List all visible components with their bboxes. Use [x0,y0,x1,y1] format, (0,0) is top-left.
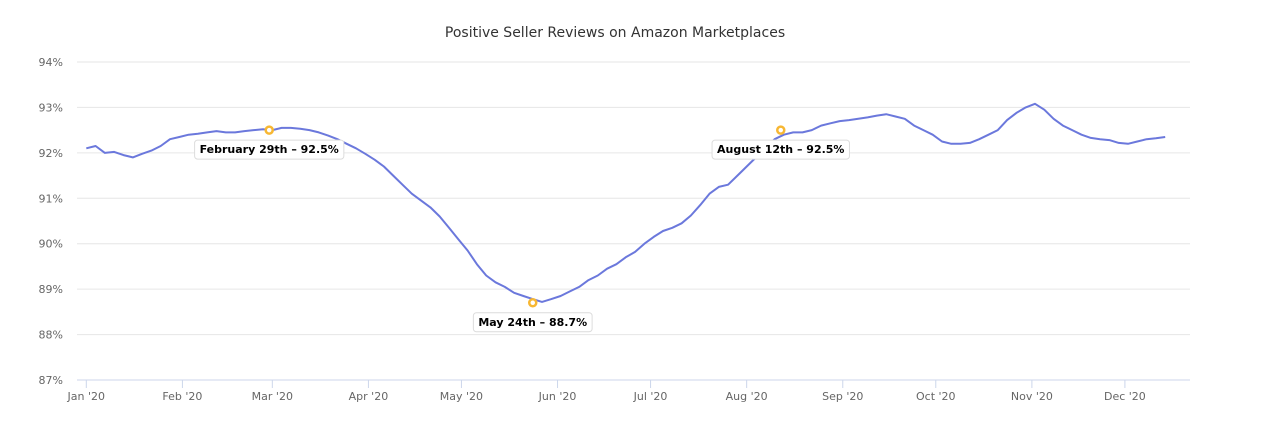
x-tick-label: Dec '20 [1104,390,1146,403]
x-tick-label: Oct '20 [916,390,956,403]
series-group [86,102,1166,303]
x-tick-label: Mar '20 [252,390,293,403]
x-tick-label: Sep '20 [822,390,863,403]
series-line [86,102,1166,303]
annotation-label: May 24th – 88.7% [472,312,593,333]
y-tick-label: 93% [39,101,63,114]
x-tick-label: Jun '20 [538,390,577,403]
grid-lines [77,61,1190,336]
y-tick-label: 87% [39,374,63,387]
x-tick-label: Feb '20 [162,390,202,403]
x-tick-label: Jan '20 [67,390,105,403]
y-tick-label: 88% [39,329,63,342]
y-axis-labels: 87% 88% 89% 90% 91% 92% 93% 94% [39,56,63,387]
y-tick-label: 89% [39,283,63,296]
annotation-text: February 29th – 92.5% [200,143,339,156]
x-tick-label: Nov '20 [1011,390,1053,403]
annotation-box [194,139,345,160]
y-tick-label: 91% [39,192,63,205]
annotation-label: August 12th – 92.5% [711,139,850,160]
annotation-label: February 29th – 92.5% [194,139,345,160]
y-tick-label: 90% [39,238,63,251]
annotation-marker[interactable] [527,298,538,308]
chart-title: Positive Seller Reviews on Amazon Market… [445,25,785,41]
x-tick-label: Aug '20 [726,390,768,403]
annotation-box [472,312,593,333]
annotation-text: May 24th – 88.7% [478,316,587,329]
y-tick-label: 94% [39,56,63,69]
annotation-marker[interactable] [776,125,786,135]
annotations-group: February 29th – 92.5% May 24th – 88.7% Aug… [194,125,850,333]
annotation-text: August 12th – 92.5% [717,143,844,156]
x-tick-label: Jul '20 [633,390,668,403]
annotation-box [711,139,850,160]
x-tick-label: May '20 [440,390,483,403]
annotation-marker[interactable] [264,125,274,135]
y-tick-label: 92% [39,147,63,160]
x-axis-ticks: Jan '20 Feb '20 Mar '20 Apr '20 May '20 Jun '… [67,380,1146,403]
x-tick-label: Apr '20 [349,390,389,403]
